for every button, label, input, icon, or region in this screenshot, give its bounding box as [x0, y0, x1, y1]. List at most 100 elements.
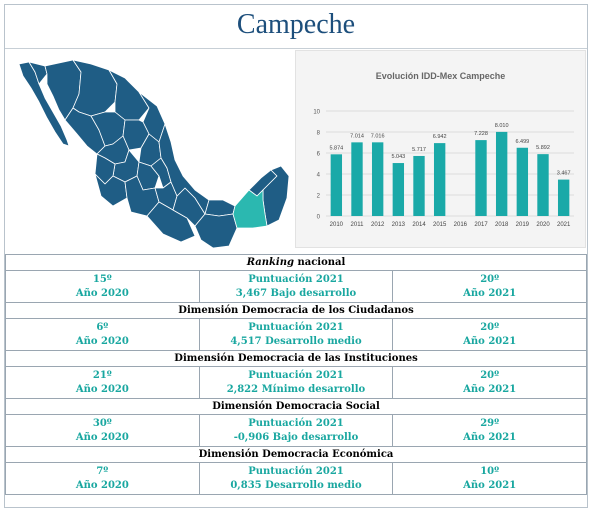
x-tick-label: 2011 — [351, 222, 365, 228]
stat-cell-left: 15º Año 2020 — [5, 270, 200, 303]
stat-secondary: Año 2020 — [75, 479, 129, 491]
bar — [475, 140, 487, 216]
data-label: 7.016 — [371, 133, 385, 139]
x-tick-label: 2020 — [536, 222, 550, 228]
x-tick-label: 2019 — [516, 222, 530, 228]
stat-primary: Puntuación 2021 — [248, 465, 344, 477]
data-label: 7.014 — [350, 133, 364, 139]
stat-cell-middle: Puntuación 2021 2,822 Mínimo desarrollo — [198, 366, 394, 399]
stat-cell-left: 21º Año 2020 — [5, 366, 200, 399]
y-tick-label: 4 — [317, 173, 321, 179]
bar — [557, 179, 570, 216]
data-label: 5.717 — [412, 147, 426, 153]
section-title: Dimensión Democracia de las Institucione… — [5, 350, 587, 367]
x-tick-label: 2017 — [474, 222, 488, 228]
bar — [537, 154, 549, 216]
stat-primary: 6º — [96, 321, 109, 333]
stat-cell-left: 6º Año 2020 — [5, 318, 200, 351]
y-tick-label: 0 — [317, 215, 321, 221]
stat-cell-middle: Puntuación 2021 0,835 Desarrollo medio — [198, 462, 394, 495]
data-label: 5.892 — [536, 145, 550, 151]
stat-cell-right: 20º Año 2021 — [392, 318, 587, 351]
stat-primary: Puntuación 2021 — [248, 369, 344, 381]
stat-cell-middle: Puntuación 2021 -0,906 Bajo desarrollo — [198, 414, 394, 447]
campeche-card: Campeche — [4, 4, 588, 508]
section-title-text: Dimensión Democracia Económica — [198, 449, 394, 460]
x-tick-label: 2010 — [330, 222, 344, 228]
stat-cell-right: 20º Año 2021 — [392, 270, 587, 303]
section-title-text: Dimensión Democracia de las Institucione… — [174, 353, 418, 364]
x-tick-label: 2015 — [433, 222, 447, 228]
stat-secondary: Año 2021 — [463, 335, 517, 347]
bar — [433, 143, 446, 216]
stats-table: Ranking nacional 15º Año 2020 Puntuación 20… — [5, 254, 587, 495]
idd-bar-chart: 0 2 4 6 8 10 2010 2011 2012 2013 2014 2015 2016 2017 2… — [313, 110, 574, 228]
stat-cell-middle: Puntuación 2021 3,467 Bajo desarrollo — [198, 270, 394, 303]
data-label: 6.942 — [433, 134, 447, 140]
stat-primary: 30º — [92, 417, 112, 429]
x-tick-label: 2013 — [392, 222, 406, 228]
stat-primary: 20º — [480, 321, 500, 333]
stats-row: 15º Año 2020 Puntuación 2021 3,467 Bajo des… — [5, 270, 587, 303]
stat-primary: 7º — [96, 465, 109, 477]
title-divider — [5, 48, 587, 49]
data-label: 3.467 — [557, 171, 571, 177]
data-label: 5.043 — [391, 154, 405, 160]
stats-row: 30º Año 2020 Puntuación 2021 -0,906 Bajo de… — [5, 414, 587, 447]
y-tick-label: 6 — [317, 152, 321, 158]
stat-secondary: 3,467 Bajo desarrollo — [235, 287, 357, 299]
stat-cell-left: 7º Año 2020 — [5, 462, 200, 495]
section-title-text: nacional — [293, 257, 346, 268]
y-tick-label: 2 — [317, 194, 321, 200]
bar — [392, 163, 405, 216]
bar — [330, 154, 343, 216]
y-tick-label: 10 — [313, 110, 320, 116]
stat-primary: 21º — [92, 369, 112, 381]
stat-cell-left: 30º Año 2020 — [5, 414, 200, 447]
stat-primary: Puntuación 2021 — [248, 273, 344, 285]
stats-row: 21º Año 2020 Puntuación 2021 2,822 Mínimo d… — [5, 366, 587, 399]
section-title-text: Dimensión Democracia de los Ciudadanos — [178, 305, 414, 316]
data-label: 6.499 — [515, 139, 529, 145]
x-tick-label: 2014 — [412, 222, 426, 228]
stat-secondary: -0,906 Bajo desarrollo — [233, 431, 359, 443]
stat-cell-middle: Puntuación 2021 4,517 Desarrollo medio — [198, 318, 394, 351]
data-label: 7.228 — [474, 131, 488, 137]
bar — [516, 147, 529, 216]
data-label: 8.010 — [495, 123, 509, 129]
stat-cell-right: 20º Año 2021 — [392, 366, 587, 399]
bar — [413, 155, 425, 216]
x-tick-label: 2021 — [557, 222, 571, 228]
stat-secondary: Año 2020 — [75, 431, 129, 443]
stat-primary: 20º — [480, 273, 500, 285]
page-title: Campeche — [236, 9, 356, 40]
y-tick-label: 8 — [317, 131, 321, 137]
section-title: Ranking nacional — [5, 254, 587, 271]
stat-cell-right: 29º Año 2021 — [392, 414, 587, 447]
bar — [371, 142, 384, 216]
chihuahua-region — [72, 59, 118, 117]
idd-chart-panel: Evolución IDD-Mex Campeche 0 2 4 6 8 10 2010 20… — [295, 50, 586, 248]
bar — [495, 131, 508, 216]
section-title-emphasis: Ranking — [246, 257, 294, 268]
stat-secondary: 0,835 Desarrollo medio — [230, 479, 362, 491]
stat-primary: 10º — [480, 465, 500, 477]
mexico-map-svg — [18, 59, 290, 249]
x-tick-label: 2016 — [454, 222, 468, 228]
section-title: Dimensión Democracia Social — [5, 398, 587, 415]
campeche-highlight — [232, 189, 268, 229]
stat-primary: 29º — [480, 417, 500, 429]
stats-row: 7º Año 2020 Puntuación 2021 0,835 Desarroll… — [5, 462, 587, 495]
stats-row: 6º Año 2020 Puntuación 2021 4,517 Desarroll… — [5, 318, 587, 351]
stat-secondary: 2,822 Mínimo desarrollo — [226, 383, 366, 395]
stat-secondary: Año 2021 — [463, 287, 517, 299]
stat-secondary: Año 2021 — [463, 479, 517, 491]
x-tick-label: 2018 — [495, 222, 509, 228]
stat-secondary: 4,517 Desarrollo medio — [230, 335, 362, 347]
stat-secondary: Año 2020 — [75, 383, 129, 395]
section-title-text: Dimensión Democracia Social — [212, 401, 380, 412]
stat-secondary: Año 2021 — [463, 431, 517, 443]
data-label: 5.874 — [329, 145, 343, 151]
stat-secondary: Año 2021 — [463, 383, 517, 395]
mexico-map — [9, 50, 292, 250]
